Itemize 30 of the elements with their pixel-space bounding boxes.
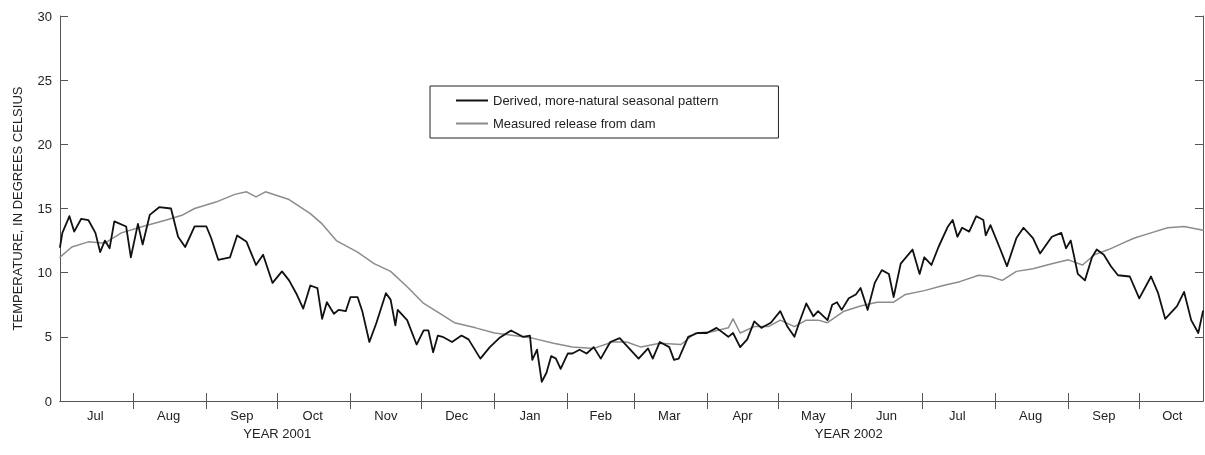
y-tick-label: 0 (44, 393, 52, 409)
y-tick-label: 25 (37, 72, 52, 88)
y-tick-label: 5 (44, 329, 52, 345)
y-axis-title: TEMPERATURE, IN DEGREES CELSIUS (10, 86, 25, 331)
x-tick-label: Jan (519, 408, 541, 423)
x-tick-label: Oct (302, 408, 324, 423)
x-tick-label: Feb (589, 408, 612, 423)
x-tick-label: Mar (658, 408, 682, 423)
y-tick-label: 15 (37, 201, 52, 216)
x-tick-label: Sep (230, 408, 254, 423)
x-tick-label: Jul (87, 408, 104, 423)
legend-label: Derived, more-natural seasonal pattern (493, 93, 719, 108)
x-tick-label: Aug (1019, 408, 1043, 423)
x-tick-label: Apr (732, 408, 754, 423)
x-tick-label: Sep (1092, 408, 1116, 423)
x-tick-label: Nov (374, 408, 398, 423)
line-series (59, 191, 1204, 350)
y-tick-label: 20 (37, 136, 52, 152)
text: YEAR 2001 (243, 426, 312, 441)
x-tick-label: May (801, 408, 827, 423)
x-tick-label: Dec (445, 408, 469, 423)
y-tick-label: 10 (37, 265, 52, 281)
legend-label: Measured release from dam (493, 116, 656, 131)
text: YEAR 2002 (814, 426, 883, 441)
x-tick-label: Aug (157, 408, 181, 423)
y-tick-label: 30 (37, 8, 52, 24)
x-tick-label: Jun (876, 408, 898, 423)
line-series (59, 206, 1204, 383)
x-tick-label: Jul (949, 408, 966, 423)
x-tick-label: Oct (1162, 408, 1183, 423)
